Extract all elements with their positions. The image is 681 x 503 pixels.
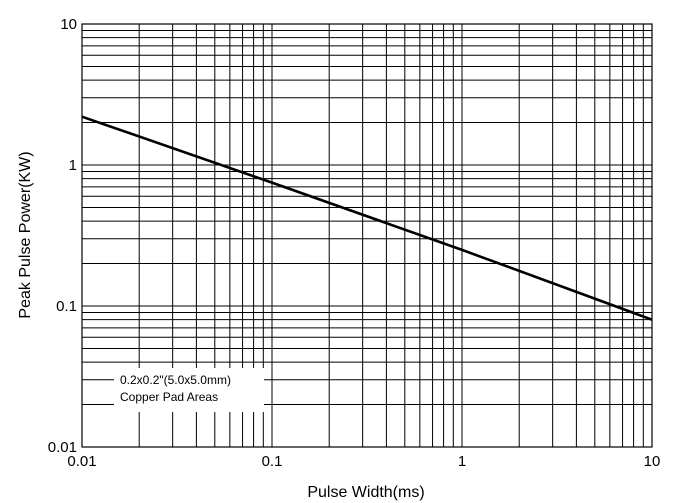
y-axis-label: Peak Pulse Power(KW) xyxy=(17,151,34,318)
grid xyxy=(81,24,652,448)
y-tick-label: 1 xyxy=(69,157,77,174)
annotation-line-2: Copper Pad Areas xyxy=(120,390,218,404)
plot-area-frame xyxy=(81,23,653,448)
y-tick-label: 0.1 xyxy=(56,298,77,315)
annotation-background xyxy=(114,368,264,412)
y-tick-label: 10 xyxy=(60,16,77,33)
x-axis-ticks: 0.01 0.1 1 10 xyxy=(67,453,660,470)
x-axis-label: Pulse Width(ms) xyxy=(307,484,424,501)
y-axis-ticks: 0.01 0.1 1 10 xyxy=(48,16,77,456)
x-tick-label: 0.01 xyxy=(67,453,96,470)
annotation-line-1: 0.2x0.2"(5.0x5.0mm) xyxy=(120,373,231,387)
x-tick-label: 0.1 xyxy=(262,453,283,470)
annotation-box: 0.2x0.2"(5.0x5.0mm) Copper Pad Areas xyxy=(114,368,264,412)
series-line xyxy=(81,115,653,321)
x-tick-label: 10 xyxy=(644,453,661,470)
y-tick-label: 0.01 xyxy=(48,439,77,456)
x-tick-label: 1 xyxy=(458,453,466,470)
